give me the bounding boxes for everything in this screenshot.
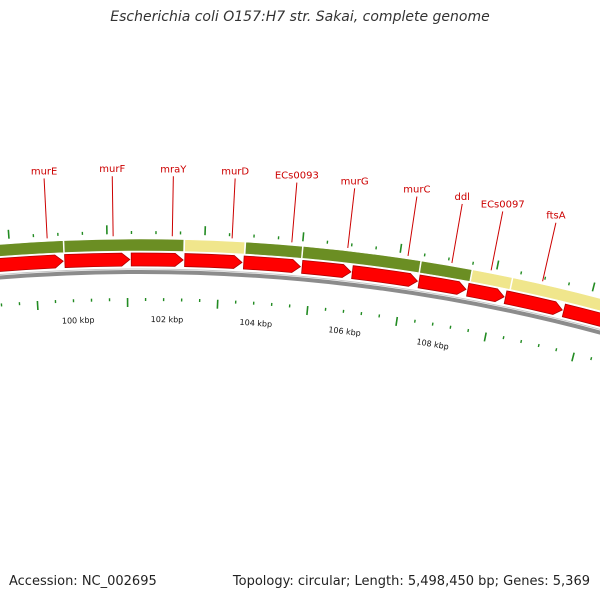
scale-minor-tick [431,322,434,326]
cog-arc-green [244,241,303,259]
cds-arrow [561,303,600,327]
outer-tick-track [7,225,596,292]
cog-arc-green [419,260,473,282]
scale-minor-tick [537,343,540,348]
gene-label-leader [490,211,504,271]
scale-minor-tick [449,325,452,329]
gene-label-leader [43,178,48,239]
gene-label: murF [99,164,125,175]
cds-arrow [466,282,505,303]
minor-tick [472,261,475,265]
gene-label-leader [171,176,174,237]
scale-label: 106 kbp [328,325,361,338]
cds-arrow [130,252,184,267]
genome-title: Escherichia coli O157:H7 str. Sakai, com… [110,9,490,25]
genome-stats-text: Topology: circular; Length: 5,498,450 bp… [232,574,590,589]
gene-label-leader [347,188,356,248]
cds-arrow [242,255,302,273]
scale-minor-tick [520,339,523,344]
scale-minor-tick [502,336,505,340]
gene-label-leader [231,178,236,239]
scale-label: 100 kbp [62,316,95,326]
cog-arc-yellow [184,239,246,255]
major-tick [399,243,403,253]
cog-arc-yellow [470,269,513,290]
gene-label: murG [341,176,369,187]
cog-track [0,238,600,312]
scale-major-tick [306,305,309,316]
minor-tick [544,276,547,280]
scale-label: 104 kbp [239,318,272,329]
cds-arrow [64,252,131,268]
gene-label: ECs0093 [275,171,319,182]
minor-tick [520,271,523,275]
scale-label: 108 kbp [416,337,450,351]
cds-arrow [301,259,352,278]
cog-arc-green [63,238,185,253]
scale-major-tick [395,316,399,327]
scale-minor-tick [555,348,558,352]
cds-arrow [0,254,64,272]
cds-arrow [417,274,467,295]
major-tick [496,260,500,270]
gene-label-leader [451,203,463,264]
cog-arc-yellow [510,277,600,312]
scale-label: 102 kbp [151,315,184,325]
cog-arc-green [301,246,421,274]
gene-label-leader [542,222,557,282]
scale-major-tick [571,352,575,362]
major-tick [591,282,596,292]
accession-text: Accession: NC_002695 [9,574,157,589]
gene-label-leader [291,182,298,243]
gene-label: murE [31,166,58,177]
cds-arrow [184,253,243,269]
cds-arrow [351,265,419,287]
gene-label-leader [111,176,114,237]
scale-minor-tick [590,357,593,361]
cog-arc-green [0,240,64,257]
scale-major-tick [483,332,487,342]
gene-label: ddl [454,192,469,203]
gene-label: ECs0097 [481,199,525,210]
gene-label: ftsA [546,211,565,222]
backbone-highlight [0,268,600,330]
backbone-track [0,268,600,335]
minor-tick [447,257,450,261]
scale-track: 100 kbp 102 kbp 104 kbp 106 kbp 108 kbp [0,298,593,362]
gene-label: mraY [160,164,187,175]
gene-label: murD [221,166,249,177]
gene-label: murC [403,185,430,196]
cds-track [0,252,600,327]
scale-minor-tick [467,328,470,333]
gene-label-track: murE murF mraY murD ECs0093 murG murC ddl ECs009… [31,164,566,282]
scale-major-tick [36,300,39,311]
cds-arrow [503,290,563,315]
minor-tick [567,282,571,286]
major-tick [7,229,10,239]
gene-label-leader [407,196,418,256]
backbone-arc [0,270,600,335]
major-tick [302,232,305,242]
